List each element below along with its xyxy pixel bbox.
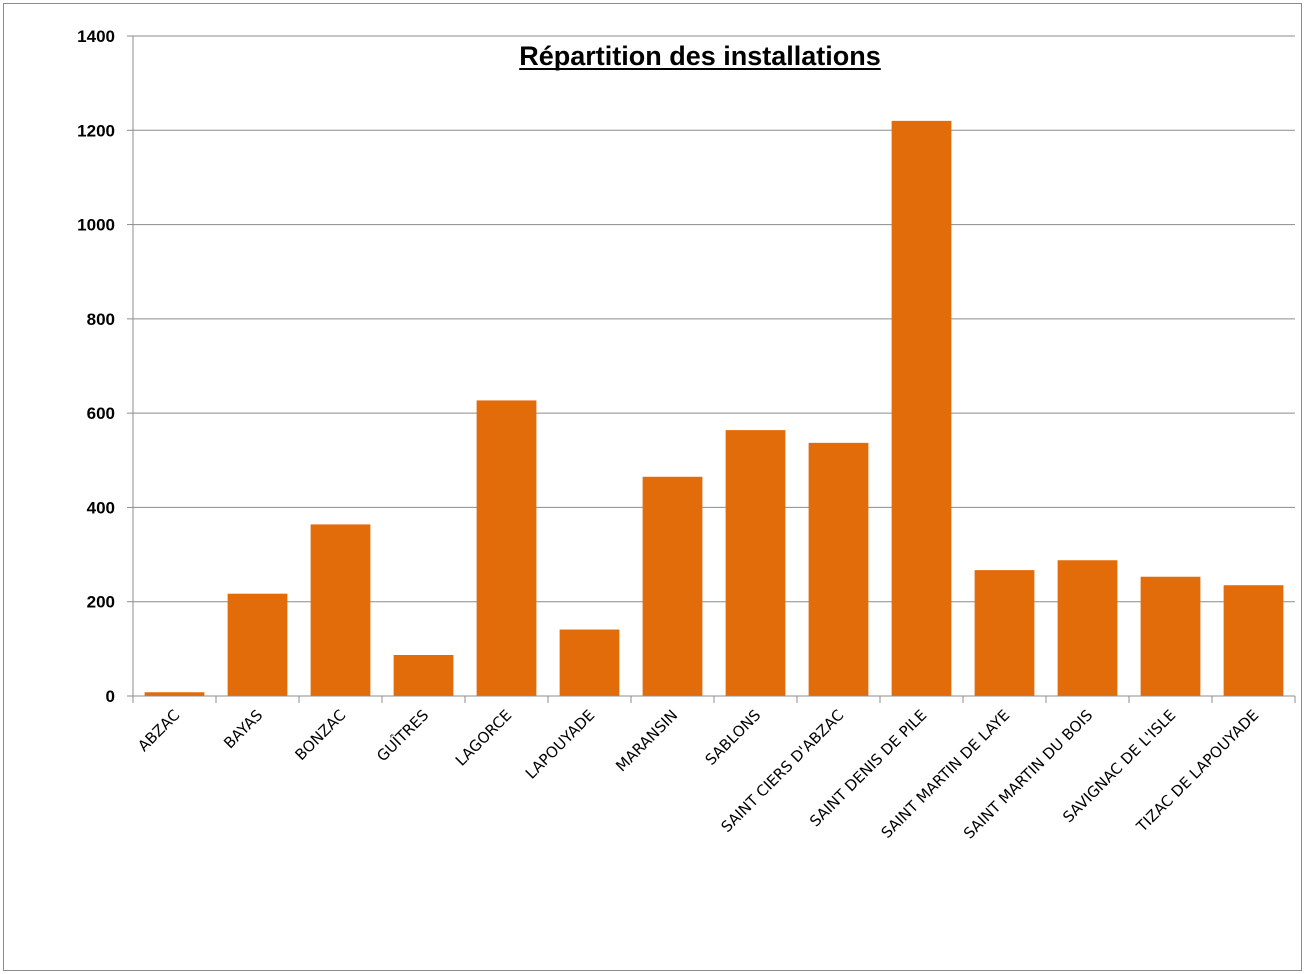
y-tick-label: 1400 bbox=[77, 27, 115, 46]
x-tick-label: SABLONS bbox=[702, 706, 765, 769]
axes bbox=[132, 36, 1295, 697]
bar bbox=[227, 593, 288, 696]
x-tick-label: ABZAC bbox=[134, 706, 183, 755]
bar bbox=[808, 442, 869, 696]
y-tick-label: 0 bbox=[106, 687, 115, 706]
bar bbox=[476, 400, 537, 696]
y-tick-label: 600 bbox=[87, 404, 115, 423]
x-tick-label: BAYAS bbox=[220, 706, 266, 752]
x-tick-label: GUÎTRES bbox=[372, 705, 432, 765]
x-tick-label: MARANSIN bbox=[612, 706, 681, 775]
y-tick-label: 800 bbox=[87, 310, 115, 329]
y-tick-label: 1200 bbox=[77, 121, 115, 140]
bar bbox=[891, 120, 952, 697]
bar bbox=[1140, 576, 1201, 696]
bars bbox=[144, 120, 1284, 697]
chart-title: Répartition des installations bbox=[519, 41, 881, 71]
bar bbox=[559, 629, 620, 696]
bar bbox=[144, 692, 205, 696]
y-tick-label: 1000 bbox=[77, 216, 115, 235]
bar bbox=[642, 476, 703, 696]
bar bbox=[974, 570, 1035, 696]
bar bbox=[1223, 585, 1284, 696]
bar bbox=[725, 430, 786, 696]
x-tick-labels: ABZAC BAYAS BONZAC GUÎTRES LAGORCE LAPOUYADE M… bbox=[134, 705, 1262, 842]
bar bbox=[393, 654, 454, 696]
bar bbox=[310, 524, 371, 696]
y-tick-labels: 0 200 400 600 800 1000 1200 1400 bbox=[77, 27, 115, 706]
y-tick-label: 400 bbox=[87, 498, 115, 517]
x-tick-label: LAPOUYADE bbox=[522, 706, 598, 782]
y-tick-label: 200 bbox=[87, 593, 115, 612]
x-tick-label: BONZAC bbox=[291, 706, 349, 764]
bar bbox=[1057, 560, 1118, 696]
gridlines bbox=[127, 35, 1296, 703]
x-tick-label: LAGORCE bbox=[452, 706, 515, 769]
